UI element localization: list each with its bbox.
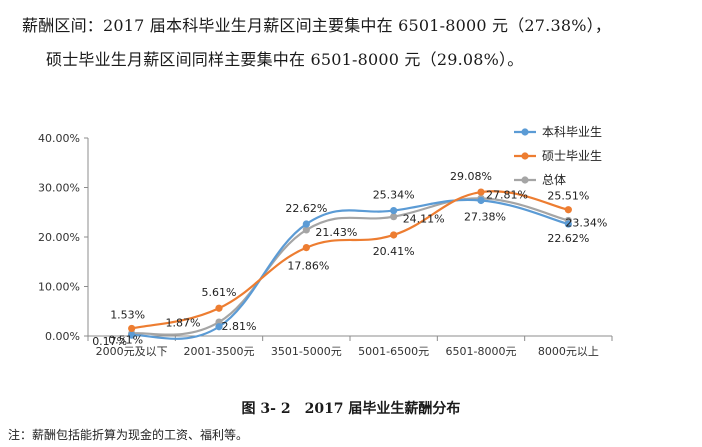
salary-distribution-chart: 0.00% 10.00% 20.00% 30.00% 40.00% 2000元及以下 200…	[38, 125, 613, 358]
data-label-series-0: 22.62%	[547, 232, 589, 245]
data-label-series-1: 25.51%	[547, 190, 589, 203]
series-1-point	[564, 206, 572, 214]
series-1-point	[477, 188, 485, 196]
y-tick-label: 0.00%	[45, 330, 80, 343]
series-1-point	[390, 231, 398, 239]
series-2-point	[390, 213, 398, 221]
x-tick-label: 5001-6500元	[358, 345, 429, 358]
data-label-series-0: 25.34%	[373, 189, 415, 202]
series-1-point	[302, 243, 310, 252]
chart-axes: 0.00% 10.00% 20.00% 30.00% 40.00% 2000元及以下 200…	[38, 132, 613, 358]
data-label-series-2: 27.81%	[486, 188, 528, 201]
legend-label-2: 总体	[542, 173, 566, 187]
figure-caption: 图 3- 2 2017 届毕业生薪酬分布	[241, 401, 461, 417]
y-tick-label: 30.00%	[38, 182, 80, 195]
series-0-point	[477, 196, 485, 205]
figure-note: 注：薪酬包括能折算为现金的工资、福利等。	[8, 428, 249, 442]
series-0-point	[564, 220, 572, 228]
data-label-series-1: 20.41%	[373, 245, 415, 258]
x-tick-label: 8000元以上	[538, 345, 599, 358]
legend-marker-1	[521, 152, 529, 160]
data-label-series-2: 2.81%	[222, 320, 257, 333]
series-2-point	[302, 226, 310, 234]
legend-marker-2	[521, 176, 529, 184]
series-line-0	[131, 198, 569, 340]
series-0-point	[215, 323, 223, 331]
series-line-2	[131, 197, 569, 336]
y-tick-label: 10.00%	[38, 281, 80, 294]
series-0-point	[302, 220, 310, 228]
series-line-1	[131, 190, 569, 330]
data-label-series-1: 17.86%	[287, 260, 329, 273]
data-label-series-0: 22.62%	[285, 202, 327, 215]
x-tick-label: 2001-3500元	[184, 345, 255, 358]
legend-label-0: 本科毕业生	[542, 125, 602, 139]
paragraph-master-salary: 硕士毕业生月薪区间同样主要集中在 6501-8000 元（29.08%）。	[46, 50, 524, 69]
x-tick-label: 6501-8000元	[446, 345, 517, 358]
data-label-series-2: 0.51%	[108, 333, 143, 346]
x-tick-label: 2000元及以下	[96, 345, 168, 358]
y-tick-label: 20.00%	[38, 231, 80, 244]
chart-data-labels: 0.17% 1.87% 22.62% 25.34% 27.38% 22.62% 1.53% 5…	[92, 170, 607, 348]
data-label-series-1: 5.61%	[202, 286, 237, 299]
data-label-series-1: 29.08%	[450, 170, 492, 183]
chart-series-layer	[128, 188, 572, 340]
data-label-series-2: 23.34%	[565, 216, 607, 229]
series-0-point	[128, 331, 136, 339]
paragraph-bachelor-salary: 薪酬区间：2017 届本科毕业生月薪区间主要集中在 6501-8000 元（27…	[22, 16, 612, 35]
legend-marker-0	[521, 128, 529, 136]
data-label-series-2: 24.11%	[403, 213, 445, 226]
data-label-series-0: 0.17%	[92, 335, 127, 348]
series-0-point	[390, 206, 398, 215]
data-label-series-0: 1.87%	[166, 317, 201, 330]
data-label-series-0: 27.38%	[464, 210, 506, 223]
series-1-point	[128, 324, 136, 333]
data-label-series-1: 1.53%	[110, 308, 145, 321]
y-tick-label: 40.00%	[38, 132, 80, 145]
data-label-series-2: 21.43%	[315, 226, 357, 239]
x-tick-label: 3501-5000元	[271, 345, 342, 358]
series-1-point	[215, 304, 223, 312]
legend-label-1: 硕士毕业生	[542, 149, 602, 163]
